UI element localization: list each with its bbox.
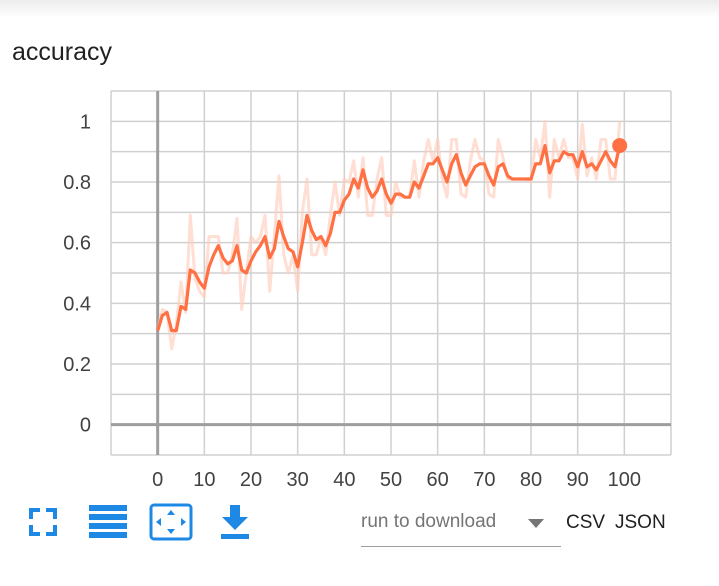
fit-domain-icon bbox=[149, 503, 193, 541]
raw-series-line bbox=[156, 119, 622, 351]
x-tick-label: 0 bbox=[152, 469, 163, 491]
download-icon bbox=[221, 505, 249, 539]
run-download-placeholder: run to download bbox=[361, 511, 497, 532]
download-button[interactable] bbox=[212, 500, 258, 544]
x-tick-label: 30 bbox=[287, 469, 309, 491]
y-tick-label: 0.6 bbox=[63, 233, 91, 255]
accuracy-chart[interactable]: 0 10 20 30 40 50 60 70 80 90 100 0 0.2 0.4 0.6 0.8 1 bbox=[0, 0, 719, 500]
top-shadow-bar bbox=[0, 0, 719, 18]
x-tick-label: 50 bbox=[380, 469, 402, 491]
y-tick-label: 0 bbox=[80, 415, 91, 437]
csv-link[interactable]: CSV bbox=[566, 512, 606, 533]
x-tick-label: 40 bbox=[333, 469, 355, 491]
toggle-legend-button[interactable] bbox=[85, 500, 131, 544]
run-download-select[interactable]: run to download bbox=[361, 504, 561, 547]
x-tick-label: 10 bbox=[193, 469, 215, 491]
x-tick-label: 60 bbox=[427, 469, 449, 491]
x-tick-label: 80 bbox=[520, 469, 542, 491]
chevron-down-icon bbox=[528, 519, 544, 528]
x-tick-label: 20 bbox=[240, 469, 262, 491]
y-tick-label: 1 bbox=[80, 111, 91, 133]
x-tick-label: 100 bbox=[608, 469, 641, 491]
fullscreen-icon bbox=[29, 508, 57, 536]
json-link[interactable]: JSON bbox=[615, 512, 666, 533]
smoothed-series-line bbox=[156, 144, 622, 333]
x-tick-label: 70 bbox=[473, 469, 495, 491]
y-tick-label: 0.8 bbox=[63, 172, 91, 194]
card-title: accuracy bbox=[12, 38, 113, 66]
y-tick-label: 0.2 bbox=[63, 354, 91, 376]
fullscreen-button[interactable] bbox=[20, 500, 66, 544]
fit-domain-button[interactable] bbox=[148, 500, 194, 544]
last-point-marker bbox=[612, 138, 628, 154]
y-tick-label: 0.4 bbox=[63, 293, 91, 315]
x-tick-label: 90 bbox=[567, 469, 589, 491]
list-icon bbox=[89, 505, 127, 538]
